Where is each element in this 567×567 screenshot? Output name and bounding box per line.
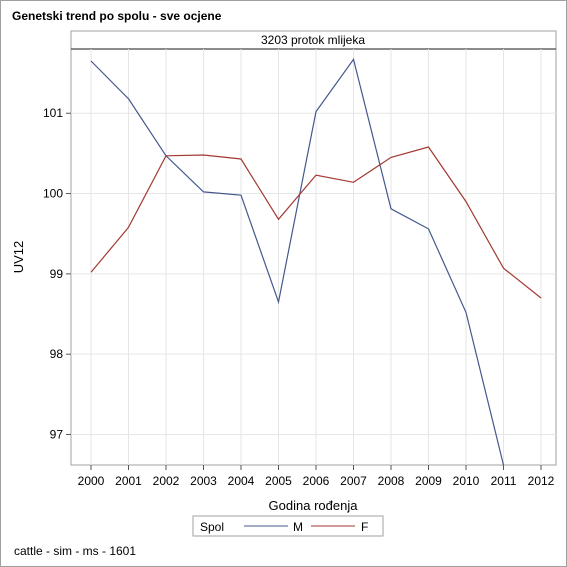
legend-label-f: F: [361, 520, 368, 534]
y-tick-label: 100: [43, 187, 63, 201]
x-tick-label: 2011: [491, 474, 517, 488]
y-tick-label: 101: [43, 106, 63, 120]
x-tick-label: 2001: [115, 474, 142, 488]
series-lines: [90, 57, 542, 466]
x-tick-label: 2003: [190, 474, 217, 488]
legend-label-m: M: [293, 520, 303, 534]
chart-title: Genetski trend po spolu - sve ocjene: [12, 9, 222, 23]
legend-title: Spol: [200, 520, 224, 534]
series-line-f: [90, 146, 542, 299]
x-tick-label: 2000: [78, 474, 105, 488]
gridlines: [71, 49, 556, 465]
y-tick-label: 99: [50, 267, 64, 281]
x-tick-label: 2006: [303, 474, 330, 488]
legend: Spol M F: [192, 515, 384, 537]
y-axis-label: UV12: [11, 241, 26, 274]
x-axis-label: Godina rođenja: [269, 498, 359, 513]
plot-area: [70, 30, 557, 466]
panel-label: 3203 protok mlijeka: [261, 33, 365, 47]
x-tick-label: 2009: [415, 474, 442, 488]
x-tick-label: 2004: [228, 474, 255, 488]
x-tick-label: 2008: [378, 474, 405, 488]
x-axis-ticks: 2000 2001 2002 2003 2004 2005 2006 2007 2008 2009…: [78, 465, 555, 488]
series-line-m: [90, 57, 505, 466]
y-tick-label: 97: [50, 427, 64, 441]
footnote: cattle - sim - ms - 1601: [14, 544, 137, 558]
y-axis-ticks: 97 98 99 100 101: [43, 106, 71, 441]
x-tick-label: 2012: [528, 474, 555, 488]
x-tick-label: 2010: [453, 474, 480, 488]
x-tick-label: 2007: [340, 474, 367, 488]
x-tick-label: 2005: [265, 474, 292, 488]
x-tick-label: 2002: [153, 474, 180, 488]
y-tick-label: 98: [50, 347, 64, 361]
